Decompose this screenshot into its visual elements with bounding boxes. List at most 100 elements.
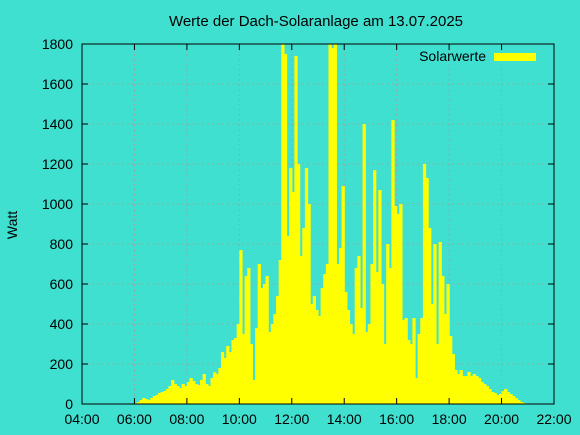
bar (318, 316, 322, 404)
bar (454, 370, 458, 404)
bar (283, 54, 288, 404)
bar (493, 393, 497, 404)
bar (268, 332, 272, 404)
bar (514, 398, 518, 404)
bar (228, 352, 233, 404)
bar (320, 288, 324, 404)
bar (459, 370, 463, 404)
bar (451, 354, 455, 404)
bar (213, 372, 217, 404)
bar (142, 398, 146, 404)
bar (386, 244, 390, 404)
y-axis-label: Watt (4, 211, 20, 239)
bar (336, 264, 340, 404)
bar (171, 380, 175, 404)
bar (215, 374, 219, 404)
bar (260, 288, 264, 404)
bar (150, 398, 154, 404)
bar (147, 400, 151, 404)
axis-ticks: 0 200 400 600 800 1000 1200 1400 1600 1800 04:00 06… (42, 36, 572, 427)
bar (186, 382, 191, 404)
bar (438, 242, 442, 404)
bar (176, 386, 180, 404)
bar (205, 384, 209, 404)
bar (194, 384, 198, 404)
bar (433, 244, 437, 404)
bar (498, 394, 503, 404)
y-tick-label: 800 (50, 236, 74, 252)
x-tick-label: 12:00 (274, 411, 309, 427)
bar (152, 396, 157, 404)
bar (509, 394, 513, 404)
bar (273, 314, 277, 404)
y-tick-label: 1000 (42, 196, 73, 212)
bar (456, 374, 461, 404)
bar (517, 400, 521, 404)
bar (365, 332, 369, 404)
bar (281, 44, 285, 404)
bar (378, 190, 382, 404)
bar (472, 374, 476, 404)
bar (412, 318, 416, 404)
bar (234, 338, 238, 404)
bar (349, 324, 353, 404)
bar (420, 318, 424, 404)
bar (304, 168, 309, 404)
bar (333, 44, 337, 404)
bar (417, 334, 421, 404)
x-tick-label: 10:00 (222, 411, 257, 427)
bar (244, 276, 248, 404)
bar (341, 186, 345, 404)
bar (409, 344, 413, 404)
bar (155, 395, 159, 404)
bar (394, 206, 398, 404)
y-tick-label: 1200 (42, 156, 73, 172)
bar (467, 372, 471, 404)
bar (428, 228, 432, 404)
x-tick-label: 08:00 (169, 411, 204, 427)
bar (375, 272, 379, 404)
bar (252, 380, 256, 404)
bar (501, 391, 505, 404)
y-tick-label: 1600 (42, 76, 73, 92)
y-tick-label: 600 (50, 276, 74, 292)
bar (475, 376, 479, 404)
bar (380, 284, 385, 404)
bar (446, 284, 450, 404)
bar (270, 324, 275, 404)
plot-frame (81, 43, 555, 405)
bar (422, 164, 427, 404)
x-tick-label: 06:00 (117, 411, 152, 427)
bar (373, 170, 377, 404)
x-tick-label: 18:00 (432, 411, 467, 427)
legend-label-solarwerte: Solarwerte (419, 48, 486, 64)
bar (276, 296, 280, 404)
x-tick-label: 04:00 (64, 411, 99, 427)
bar (480, 382, 484, 404)
bar (307, 204, 311, 404)
bar (220, 352, 225, 404)
bar (278, 260, 282, 404)
bar (315, 310, 319, 404)
bar (383, 344, 387, 404)
y-tick-label: 1800 (42, 36, 73, 52)
bar (139, 400, 143, 404)
bar (488, 389, 492, 404)
y-tick-label: 1400 (42, 116, 73, 132)
bar (257, 264, 261, 404)
bar (464, 376, 469, 404)
bar (430, 304, 434, 404)
bar (362, 124, 366, 404)
bar (477, 378, 482, 404)
bar (189, 378, 193, 404)
bar (323, 274, 327, 404)
bar (359, 308, 364, 404)
bar (192, 381, 196, 404)
bar (404, 318, 408, 404)
bar (449, 336, 453, 404)
bar (265, 276, 269, 404)
bar (291, 192, 295, 404)
bar (210, 378, 214, 404)
bar (226, 346, 230, 404)
bar (294, 56, 298, 404)
